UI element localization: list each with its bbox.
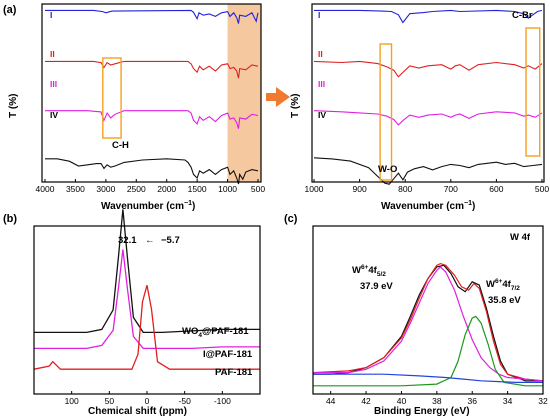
highlight-shade-region [227, 4, 261, 182]
panel-a-right: 1000 900 800 700 600 500 I II III IV C-Br W-O… [290, 3, 549, 212]
zoom-label-IV: IV [318, 110, 326, 120]
w-4f72-label: W6+4f7/2 [486, 278, 520, 292]
c-br-label: C-Br [512, 10, 533, 21]
shift-red-label: −5.7 [161, 235, 180, 246]
ftir-series-I [45, 9, 259, 24]
panel-a-zoom-tick-label: 1000 [305, 184, 324, 194]
panel-b-tick-label: 100 [65, 396, 79, 406]
ftir-series-II [45, 60, 259, 79]
paf-label: PAF-181 [215, 367, 253, 378]
nmr-series-I@PAF-181 [34, 249, 260, 350]
shift-main-label: 32.1 [118, 235, 137, 246]
panel-c-tick-label: 34 [503, 396, 513, 406]
panel-c-frame [312, 225, 544, 395]
panel-a-zoom-x-ticks: 1000 900 800 700 600 500 [305, 179, 549, 194]
panel-c-series-group [312, 262, 544, 387]
panel-label-a: (a) [3, 4, 17, 16]
c-h-highlight-box [102, 57, 122, 139]
ftir-series-IV [45, 158, 259, 185]
panel-a-zoom-series-group [313, 9, 543, 185]
panel-a-x-ticks: 4000 3500 3000 2500 2000 1500 1000 500 [36, 179, 265, 194]
panel-b-tick-label: -50 [179, 396, 192, 406]
panel-a-frame [41, 3, 262, 183]
panel-a-tick-label: 2000 [157, 184, 176, 194]
panel-c-x-ticks: 44 42 40 38 36 34 32 [326, 391, 548, 406]
w-4f72-ev: 35.8 eV [488, 295, 521, 306]
panel-a-tick-label: 500 [251, 184, 265, 194]
xps-series-Envelope [312, 262, 544, 382]
panel-c-tick-label: 44 [326, 396, 336, 406]
panel-a-tick-label: 4000 [36, 184, 55, 194]
y-axis-label-a: T (%) [8, 94, 19, 118]
x-axis-label-a-zoom: Wavenumber (cm−1) [381, 200, 475, 212]
orange-arrow [266, 87, 290, 107]
label-II: II [50, 49, 55, 59]
panel-label-b: (b) [3, 213, 17, 225]
panel-c-tick-label: 38 [432, 396, 442, 406]
label-III: III [50, 79, 57, 89]
panel-a-series-group [45, 9, 259, 185]
wo4-paf-label: WO4@PAF-181 [182, 326, 249, 339]
ftir-zoom-series-IV [313, 157, 543, 185]
w4f-label: W 4f [510, 232, 531, 243]
panel-b: 100 50 0 -50 -100 32.1 ← −5.7 WO4@PAF-181 I@… [33, 209, 261, 417]
panel-b-tick-label: 0 [145, 396, 150, 406]
zoom-label-II: II [318, 49, 323, 59]
y-axis-label-a-zoom: T (%) [290, 94, 301, 118]
label-IV: IV [50, 110, 58, 120]
panel-c-tick-label: 42 [361, 396, 371, 406]
nmr-series-PAF-181 [33, 285, 260, 370]
x-axis-label-b: Chemical shift (ppm) [88, 406, 187, 417]
panel-c: 44 42 40 38 36 34 32 W 4f W6+4f5/2 37.9 eV W6+… [312, 225, 548, 417]
w-4f52-label: W6+4f5/2 [352, 264, 386, 278]
panel-label-c: (c) [284, 213, 298, 225]
panel-c-tick-label: 40 [397, 396, 407, 406]
panel-b-tick-label: -100 [214, 396, 231, 406]
nmr-series-WO₄@PAF-181 [34, 209, 260, 334]
w-o-highlight-box [379, 43, 393, 181]
ftir-zoom-series-II [313, 60, 543, 78]
panel-a-zoom-tick-label: 500 [535, 184, 549, 194]
shift-arrow: ← [145, 235, 155, 246]
panel-a-tick-label: 3500 [66, 184, 85, 194]
x-axis-label-c: Binding Energy (eV) [374, 406, 470, 417]
zoom-label-I: I [318, 10, 320, 20]
label-I: I [50, 10, 52, 20]
xps-series-Background [313, 373, 543, 383]
c-br-highlight-box [525, 27, 541, 157]
xps-series-4f7/2 [313, 315, 543, 387]
panel-a-zoom-tick-label: 600 [489, 184, 503, 194]
panel-a-zoom-tick-label: 800 [398, 184, 412, 194]
panel-a-tick-label: 1500 [188, 184, 207, 194]
x-axis-label-a: Wavenumber (cm−1) [101, 200, 195, 212]
ftir-zoom-series-III [313, 110, 543, 126]
panel-a-tick-label: 2500 [127, 184, 146, 194]
panel-c-tick-label: 32 [538, 396, 548, 406]
panel-a-left: 4000 3500 3000 2500 2000 1500 1000 500 I II III… [8, 3, 265, 212]
w-4f52-ev: 37.9 eV [360, 281, 393, 292]
panel-a-tick-label: 1000 [218, 184, 237, 194]
i-paf-label: I@PAF-181 [203, 349, 253, 360]
panel-b-x-ticks: 100 50 0 -50 -100 [65, 391, 231, 406]
w-o-label: W-O [378, 164, 397, 175]
panel-b-series-group [33, 209, 260, 370]
panel-a-zoom-tick-label: 700 [444, 184, 458, 194]
c-h-label: C-H [112, 140, 129, 151]
panel-a-zoom-frame [311, 3, 545, 183]
panel-a-tick-label: 3000 [96, 184, 115, 194]
ftir-series-III [45, 110, 259, 129]
panel-c-tick-label: 36 [467, 396, 477, 406]
zoom-label-III: III [318, 79, 325, 89]
panel-b-tick-label: 50 [105, 396, 115, 406]
panel-a-zoom-tick-label: 900 [353, 184, 367, 194]
ftir-zoom-series-I [314, 9, 543, 24]
